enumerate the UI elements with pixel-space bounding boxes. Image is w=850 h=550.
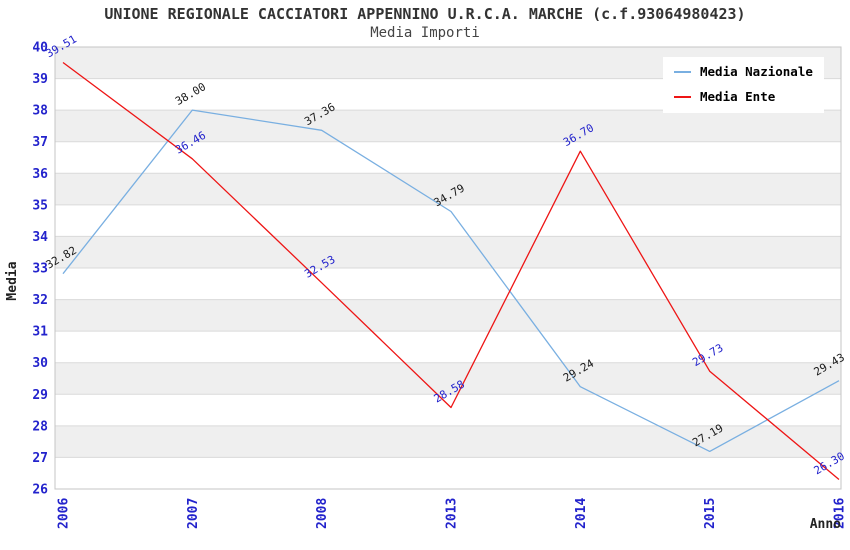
grid-band bbox=[55, 236, 841, 268]
y-tick-label: 33 bbox=[32, 262, 48, 277]
series-line-media-nazionale bbox=[62, 109, 840, 453]
x-tick-label: 2014 bbox=[574, 498, 589, 529]
y-tick-label: 30 bbox=[32, 356, 48, 371]
y-tick-label: 34 bbox=[32, 230, 48, 245]
y-tick-label: 32 bbox=[32, 293, 48, 308]
chart-subtitle: Media Importi bbox=[370, 25, 480, 41]
legend-item-media-ente: Media Ente bbox=[674, 89, 813, 104]
grid-band bbox=[55, 110, 841, 142]
grid-band bbox=[55, 299, 841, 332]
x-tick-label: 2007 bbox=[186, 498, 201, 529]
y-axis-title: Media bbox=[5, 261, 20, 300]
y-tick-label: 26 bbox=[32, 483, 48, 498]
y-tick-label: 27 bbox=[32, 451, 48, 466]
legend-swatch-media-nazionale bbox=[674, 70, 691, 73]
grid-band bbox=[55, 173, 841, 205]
grid-band bbox=[55, 141, 841, 174]
x-tick-label: 2016 bbox=[833, 498, 848, 529]
x-tick-label: 2006 bbox=[57, 498, 72, 529]
y-tick-label: 38 bbox=[32, 104, 48, 119]
x-tick-label: 2013 bbox=[445, 498, 460, 529]
grid-band bbox=[55, 457, 841, 489]
y-tick-label: 39 bbox=[32, 72, 48, 87]
x-tick-label: 2008 bbox=[315, 498, 330, 529]
y-tick-label: 35 bbox=[32, 198, 48, 213]
legend-label-media-ente: Media Ente bbox=[700, 89, 776, 104]
grid-band bbox=[55, 268, 841, 300]
plot-border bbox=[54, 46, 842, 490]
legend: Media Nazionale Media Ente bbox=[663, 57, 824, 113]
grid-band bbox=[55, 425, 841, 458]
grid-band bbox=[55, 331, 841, 363]
y-tick-label: 29 bbox=[32, 388, 48, 403]
chart-title: UNIONE REGIONALE CACCIATORI APPENNINO U.… bbox=[104, 5, 746, 23]
y-tick-label: 40 bbox=[32, 41, 48, 56]
y-tick-label: 36 bbox=[32, 167, 48, 182]
series-line-media-ente bbox=[62, 61, 840, 480]
legend-label-media-nazionale: Media Nazionale bbox=[700, 64, 813, 79]
grid-band bbox=[55, 362, 841, 395]
legend-item-media-nazionale: Media Nazionale bbox=[674, 64, 813, 79]
grid-band bbox=[55, 394, 841, 426]
x-tick-label: 2015 bbox=[703, 498, 718, 529]
y-tick-label: 31 bbox=[32, 325, 48, 340]
y-tick-label: 37 bbox=[32, 135, 48, 150]
x-axis-title: Anno bbox=[810, 517, 841, 532]
y-tick-label: 28 bbox=[32, 419, 48, 434]
legend-swatch-media-ente bbox=[674, 95, 691, 98]
